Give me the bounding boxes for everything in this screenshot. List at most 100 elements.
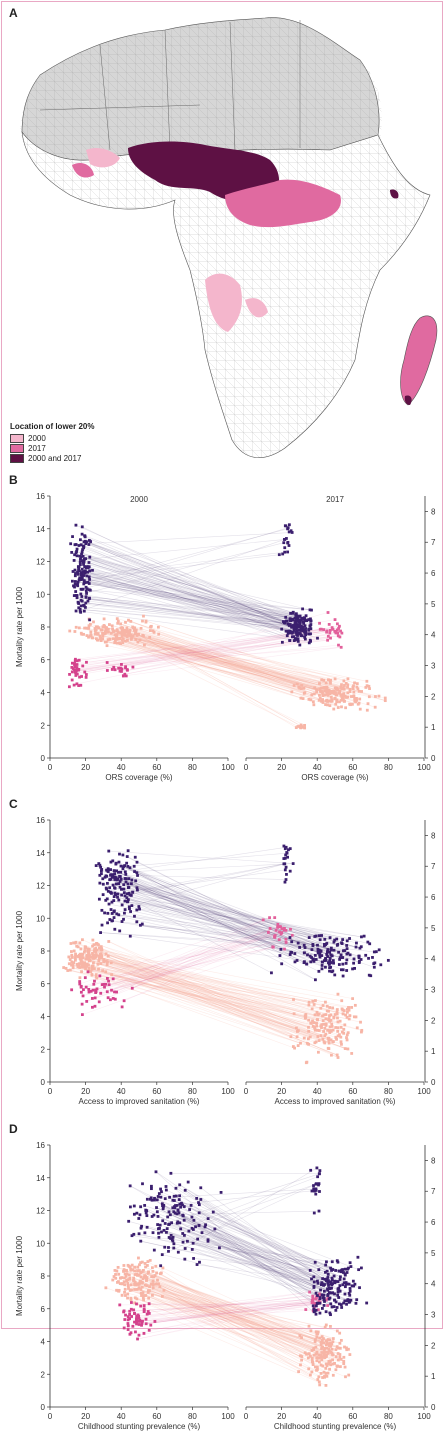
data-point-2000 bbox=[191, 1248, 194, 1251]
data-point-2000 bbox=[117, 620, 120, 623]
data-point-2000 bbox=[98, 898, 101, 901]
data-point-2017 bbox=[357, 1268, 360, 1271]
data-point-2017 bbox=[318, 1337, 321, 1340]
data-point-2000 bbox=[136, 1288, 139, 1291]
data-point-2000 bbox=[98, 864, 101, 867]
data-point-2017 bbox=[327, 1039, 330, 1042]
data-point-2000 bbox=[119, 886, 122, 889]
data-point-2000 bbox=[133, 1213, 136, 1216]
data-point-2000 bbox=[158, 1192, 161, 1195]
data-point-2000 bbox=[83, 605, 86, 608]
data-point-2017 bbox=[320, 678, 323, 681]
data-point-2017 bbox=[316, 1368, 319, 1371]
data-point-2017 bbox=[337, 1026, 340, 1029]
x-axis-label: Childhood stunting prevalence (%) bbox=[78, 1422, 201, 1431]
data-point-2017 bbox=[315, 1305, 318, 1308]
data-point-2017 bbox=[312, 958, 315, 961]
data-point-2017 bbox=[322, 1019, 325, 1022]
data-point-2000 bbox=[88, 561, 91, 564]
data-point-2000 bbox=[70, 551, 73, 554]
data-point-2000 bbox=[95, 973, 98, 976]
data-point-2000 bbox=[83, 540, 86, 543]
data-point-2000 bbox=[190, 1204, 193, 1207]
data-point-2017 bbox=[326, 948, 329, 951]
data-point-2017 bbox=[344, 1285, 347, 1288]
data-point-2000 bbox=[145, 1214, 148, 1217]
data-point-2000 bbox=[182, 1241, 185, 1244]
data-point-2017 bbox=[319, 1312, 322, 1315]
data-point-2017 bbox=[297, 942, 300, 945]
data-point-2000 bbox=[151, 1266, 154, 1269]
data-point-2017 bbox=[320, 1347, 323, 1350]
data-point-2017 bbox=[344, 695, 347, 698]
data-point-2017 bbox=[368, 695, 371, 698]
data-point-2017 bbox=[330, 970, 333, 973]
data-point-2017 bbox=[318, 688, 321, 691]
data-point-2000 bbox=[166, 1216, 169, 1219]
data-point-2000 bbox=[76, 965, 79, 968]
data-point-2017 bbox=[307, 1019, 310, 1022]
data-point-2017 bbox=[351, 1284, 354, 1287]
data-point-2000 bbox=[84, 557, 87, 560]
data-point-2017 bbox=[360, 935, 363, 938]
data-point-2017 bbox=[328, 1349, 331, 1352]
data-point-2017 bbox=[292, 624, 295, 627]
data-point-2000 bbox=[196, 1263, 199, 1266]
data-point-2000 bbox=[106, 661, 109, 664]
data-point-2000 bbox=[123, 1327, 126, 1330]
data-point-2000 bbox=[121, 627, 124, 630]
data-point-2017 bbox=[329, 936, 332, 939]
data-point-2000 bbox=[76, 554, 79, 557]
data-point-2000 bbox=[116, 896, 119, 899]
data-point-2017 bbox=[302, 687, 305, 690]
data-point-2017 bbox=[349, 1287, 352, 1290]
x-tick-label: 0 bbox=[48, 1412, 53, 1421]
data-point-2000 bbox=[88, 624, 91, 627]
y2-tick-label: 7 bbox=[431, 538, 436, 547]
data-point-2017 bbox=[354, 1283, 357, 1286]
data-point-2000 bbox=[95, 977, 98, 980]
data-point-2000 bbox=[153, 1249, 156, 1252]
y-axis-label: Mortality rate per 1000 bbox=[15, 1235, 24, 1316]
data-point-2000 bbox=[95, 625, 98, 628]
data-point-2000 bbox=[169, 1213, 172, 1216]
data-point-2017 bbox=[323, 1355, 326, 1358]
data-point-2017 bbox=[335, 1301, 338, 1304]
panel-title-2017: 2017 bbox=[326, 495, 344, 504]
data-point-2017 bbox=[343, 949, 346, 952]
data-point-2017 bbox=[338, 1303, 341, 1306]
data-point-2017 bbox=[326, 1277, 329, 1280]
data-point-2000 bbox=[81, 568, 84, 571]
data-point-2000 bbox=[89, 589, 92, 592]
data-point-2000 bbox=[168, 1196, 171, 1199]
data-point-2017 bbox=[285, 941, 288, 944]
data-point-2017 bbox=[290, 951, 293, 954]
y2-tick-label: 5 bbox=[431, 600, 436, 609]
data-point-2000 bbox=[122, 1310, 125, 1313]
data-point-2000 bbox=[85, 540, 88, 543]
data-point-2000 bbox=[122, 918, 125, 921]
data-point-2000 bbox=[148, 636, 151, 639]
data-point-2017 bbox=[355, 1298, 358, 1301]
data-point-2017 bbox=[329, 637, 332, 640]
data-point-2017 bbox=[378, 948, 381, 951]
data-point-2000 bbox=[153, 1320, 156, 1323]
data-point-2000 bbox=[92, 964, 95, 967]
data-point-2000 bbox=[102, 883, 105, 886]
data-point-2017 bbox=[285, 630, 288, 633]
data-point-2000 bbox=[148, 1285, 151, 1288]
data-point-2000 bbox=[194, 1225, 197, 1228]
data-point-2000 bbox=[87, 600, 90, 603]
data-point-2000 bbox=[94, 955, 97, 958]
data-point-2000 bbox=[127, 634, 130, 637]
data-point-2017 bbox=[305, 1353, 308, 1356]
data-point-2017 bbox=[292, 998, 295, 1001]
data-point-2000 bbox=[152, 1270, 155, 1273]
data-point-2017 bbox=[311, 1007, 314, 1010]
data-point-2000 bbox=[128, 1274, 131, 1277]
data-point-2000 bbox=[79, 558, 82, 561]
data-point-2000 bbox=[98, 1000, 101, 1003]
y-tick-label: 8 bbox=[41, 623, 46, 632]
data-point-2017 bbox=[318, 1357, 321, 1360]
data-point-2017 bbox=[313, 1026, 316, 1029]
